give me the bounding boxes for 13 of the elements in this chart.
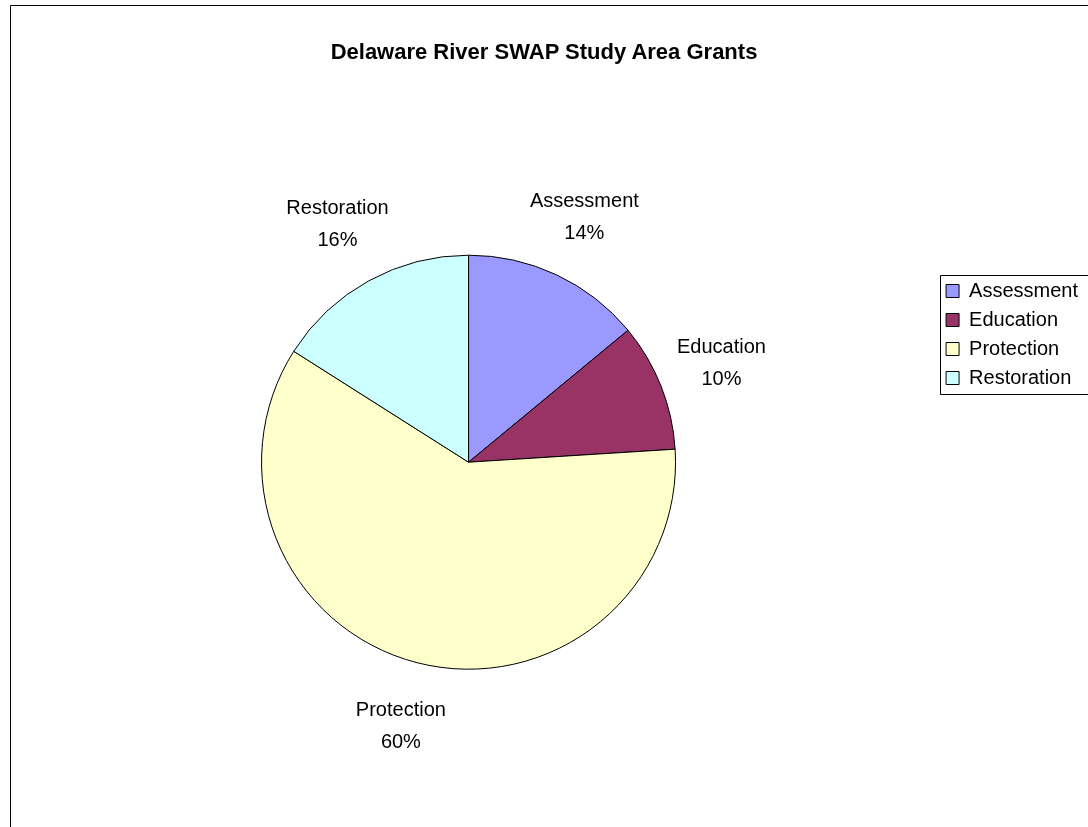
slice-label: Protection: [355, 698, 446, 721]
chart-title: Delaware River SWAP Study Area Grants: [330, 39, 758, 65]
data-label: 16%: [317, 228, 358, 251]
data-label: 10%: [701, 366, 742, 389]
data-label: 14%: [564, 220, 605, 243]
slice-label: Education: [676, 334, 766, 357]
legend-label: Assessment: [969, 278, 1079, 301]
legend-label: Protection: [969, 336, 1060, 359]
slice-label: Restoration: [286, 196, 389, 219]
legend-label: Education: [969, 307, 1059, 330]
slice-label: Assessment: [529, 188, 640, 211]
legend-label: Restoration: [969, 365, 1072, 388]
data-label: 60%: [380, 730, 422, 753]
